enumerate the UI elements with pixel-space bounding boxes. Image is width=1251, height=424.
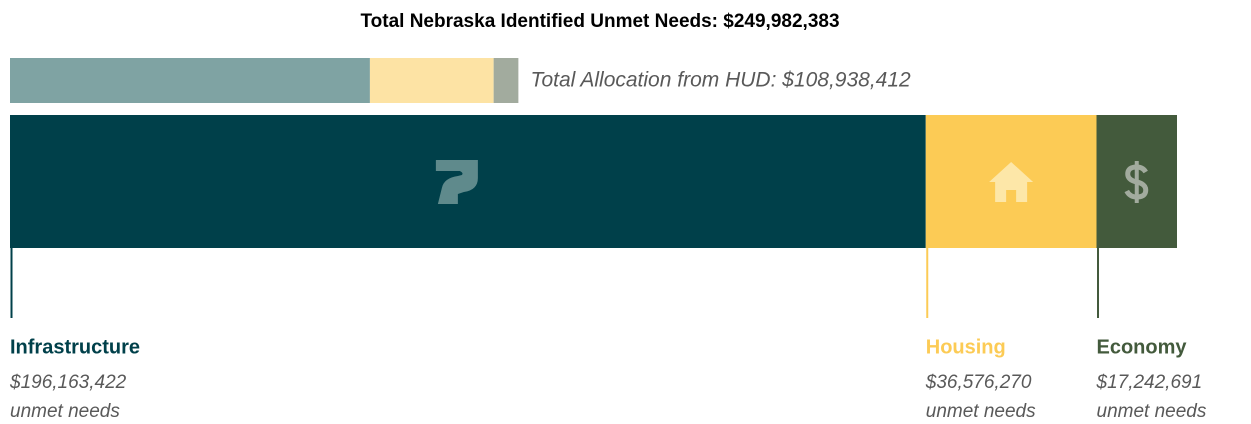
allocation-segment [10,58,370,103]
allocation-label: Total Allocation from HUD: $108,938,412 [531,69,911,92]
legend-name: Infrastructure [10,336,140,358]
value-label: $36,576,270 [925,372,1032,393]
chart-title: Total Nebraska Identified Unmet Needs: $… [360,11,839,32]
allocation-segment [493,58,519,103]
unit-label: unmet needs [1097,401,1207,422]
allocation-segment [369,58,494,103]
unit-label: unmet needs [10,401,120,422]
unit-label: unmet needs [926,401,1036,422]
legend-name: Economy [1097,336,1188,358]
value-label: $17,242,691 [1096,372,1203,393]
legend-name: Housing [926,336,1006,358]
value-label: $196,163,422 [9,372,127,393]
